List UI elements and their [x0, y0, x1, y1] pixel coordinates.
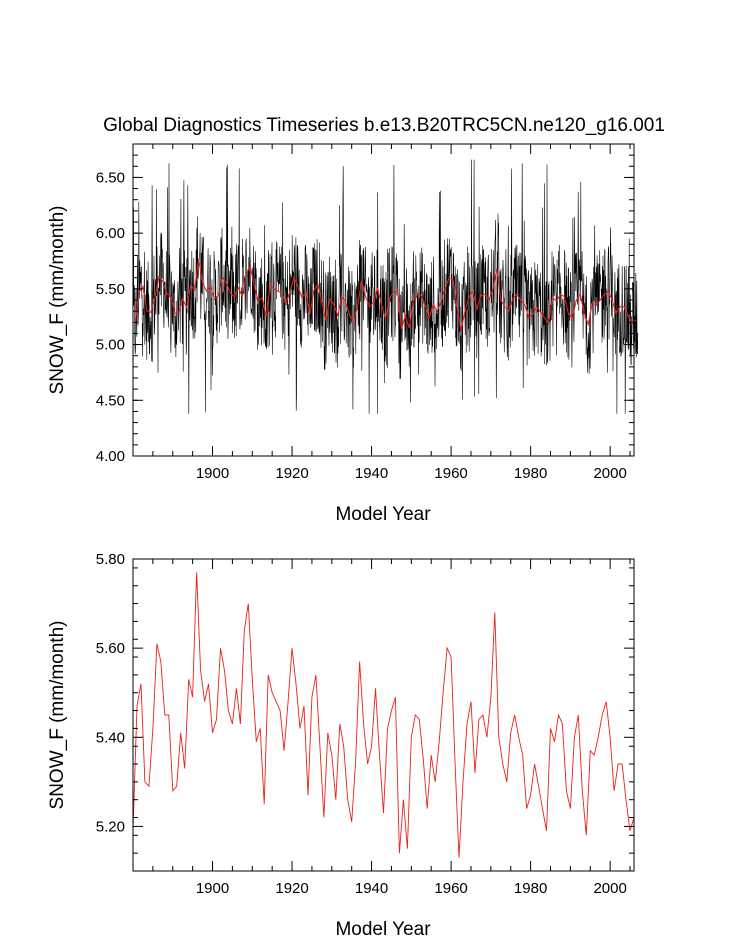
- monthly-series-line: [132, 159, 639, 414]
- y-tick-label: 5.50: [96, 281, 125, 298]
- bottom-chart: 1900 1920 1940 1960 1980 2000 5.20 5.40 5.60 5.8…: [47, 551, 635, 940]
- x-tick-label: 1960: [434, 465, 467, 482]
- y-tick-label: 5.40: [96, 729, 125, 746]
- top-chart-monthly-series: [132, 159, 639, 414]
- bottom-chart-annual-series: [132, 572, 635, 858]
- bottom-chart-y-tick-labels: 5.20 5.40 5.60 5.80: [96, 551, 125, 835]
- x-tick-label: 2000: [593, 465, 626, 482]
- x-tick-label: 1900: [196, 465, 229, 482]
- figure-title: Global Diagnostics Timeseries b.e13.B20T…: [103, 115, 665, 136]
- bottom-chart-frame: [132, 558, 635, 872]
- y-tick-label: 4.00: [96, 448, 125, 465]
- top-chart: 1900 1920 1940 1960 1980 2000 4.00 4.50 5.00 5.5…: [47, 143, 639, 525]
- x-tick-label: 1940: [355, 465, 388, 482]
- y-tick-label: 6.00: [96, 225, 125, 242]
- x-tick-label: 1980: [514, 465, 547, 482]
- y-tick-label: 5.80: [96, 551, 125, 568]
- x-tick-label: 1900: [196, 880, 229, 897]
- annual-series-line: [132, 572, 635, 858]
- top-chart-ylabel: SNOW_F (mm/month): [47, 206, 68, 395]
- x-tick-label: 2000: [593, 880, 626, 897]
- top-chart-xlabel: Model Year: [335, 504, 431, 525]
- top-chart-y-tick-labels: 4.00 4.50 5.00 5.50 6.00 6.50: [96, 169, 125, 465]
- x-tick-label: 1980: [514, 880, 547, 897]
- bottom-chart-x-tick-labels: 1900 1920 1940 1960 1980 2000: [196, 880, 627, 897]
- top-chart-frame: [132, 143, 635, 457]
- bottom-chart-ticks: [133, 558, 634, 872]
- y-tick-label: 4.50: [96, 392, 125, 409]
- y-tick-label: 6.50: [96, 169, 125, 186]
- x-tick-label: 1960: [434, 880, 467, 897]
- x-tick-label: 1940: [355, 880, 388, 897]
- y-tick-label: 5.00: [96, 337, 125, 354]
- annual-series-line: [134, 258, 637, 331]
- y-tick-label: 5.20: [96, 818, 125, 835]
- x-tick-label: 1920: [275, 465, 308, 482]
- y-tick-label: 5.60: [96, 640, 125, 657]
- x-tick-label: 1920: [275, 880, 308, 897]
- top-chart-annual-series: [134, 258, 637, 331]
- top-chart-x-tick-labels: 1900 1920 1940 1960 1980 2000: [196, 465, 627, 482]
- bottom-chart-xlabel: Model Year: [335, 919, 431, 940]
- bottom-chart-ylabel: SNOW_F (mm/month): [47, 621, 68, 810]
